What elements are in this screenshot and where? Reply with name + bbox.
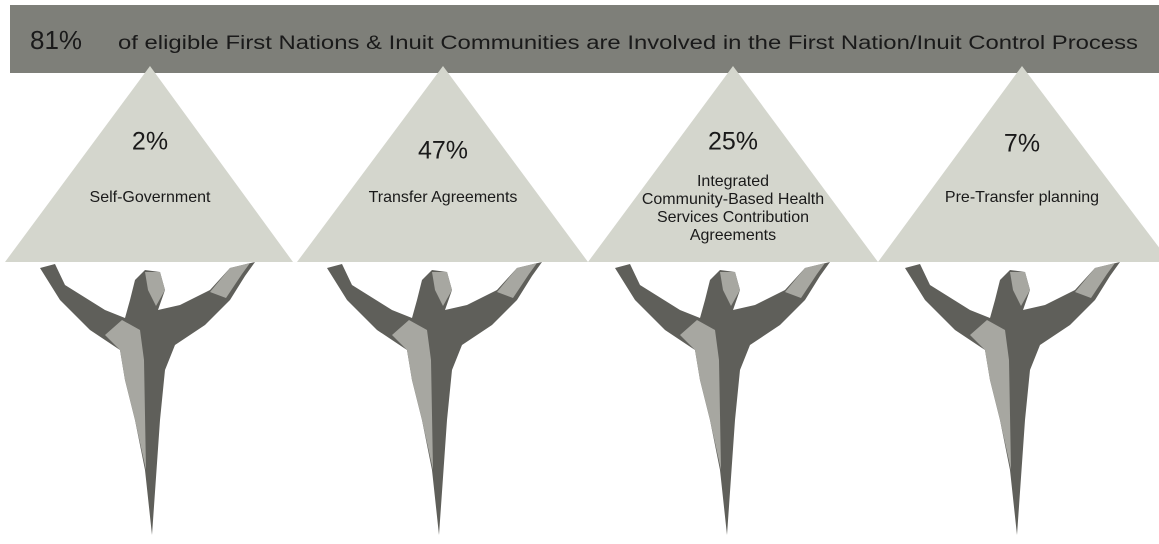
header-value: 81% <box>30 25 82 55</box>
banner <box>10 5 1159 73</box>
item-label: Community-Based Health <box>642 191 824 208</box>
item-label: Integrated <box>697 173 769 190</box>
figure <box>40 262 255 535</box>
item-label: Transfer Agreements <box>369 189 518 206</box>
triangle <box>5 66 293 262</box>
item-label: Pre-Transfer planning <box>945 189 1099 206</box>
item-label: Services Contribution <box>657 209 809 226</box>
item-value: 7% <box>1004 130 1040 158</box>
item: 47% Transfer Agreements <box>297 66 588 535</box>
item-label: Self-Government <box>90 189 211 206</box>
figure <box>327 262 542 535</box>
triangle <box>297 66 588 262</box>
figure <box>905 262 1120 535</box>
items: 2% Self-Government 47% Transfer Agreements 2… <box>5 66 1159 535</box>
item: 7% Pre-Transfer planning <box>878 66 1159 535</box>
header-text: of eligible First Nations & Inuit Commun… <box>118 33 1138 54</box>
item-value: 25% <box>708 128 758 156</box>
triangle <box>588 66 878 262</box>
figure <box>615 262 830 535</box>
item: 2% Self-Government <box>5 66 293 535</box>
item-value: 2% <box>132 128 168 156</box>
item-label: Agreements <box>690 227 776 244</box>
item-value: 47% <box>418 137 468 165</box>
triangle <box>878 66 1159 262</box>
